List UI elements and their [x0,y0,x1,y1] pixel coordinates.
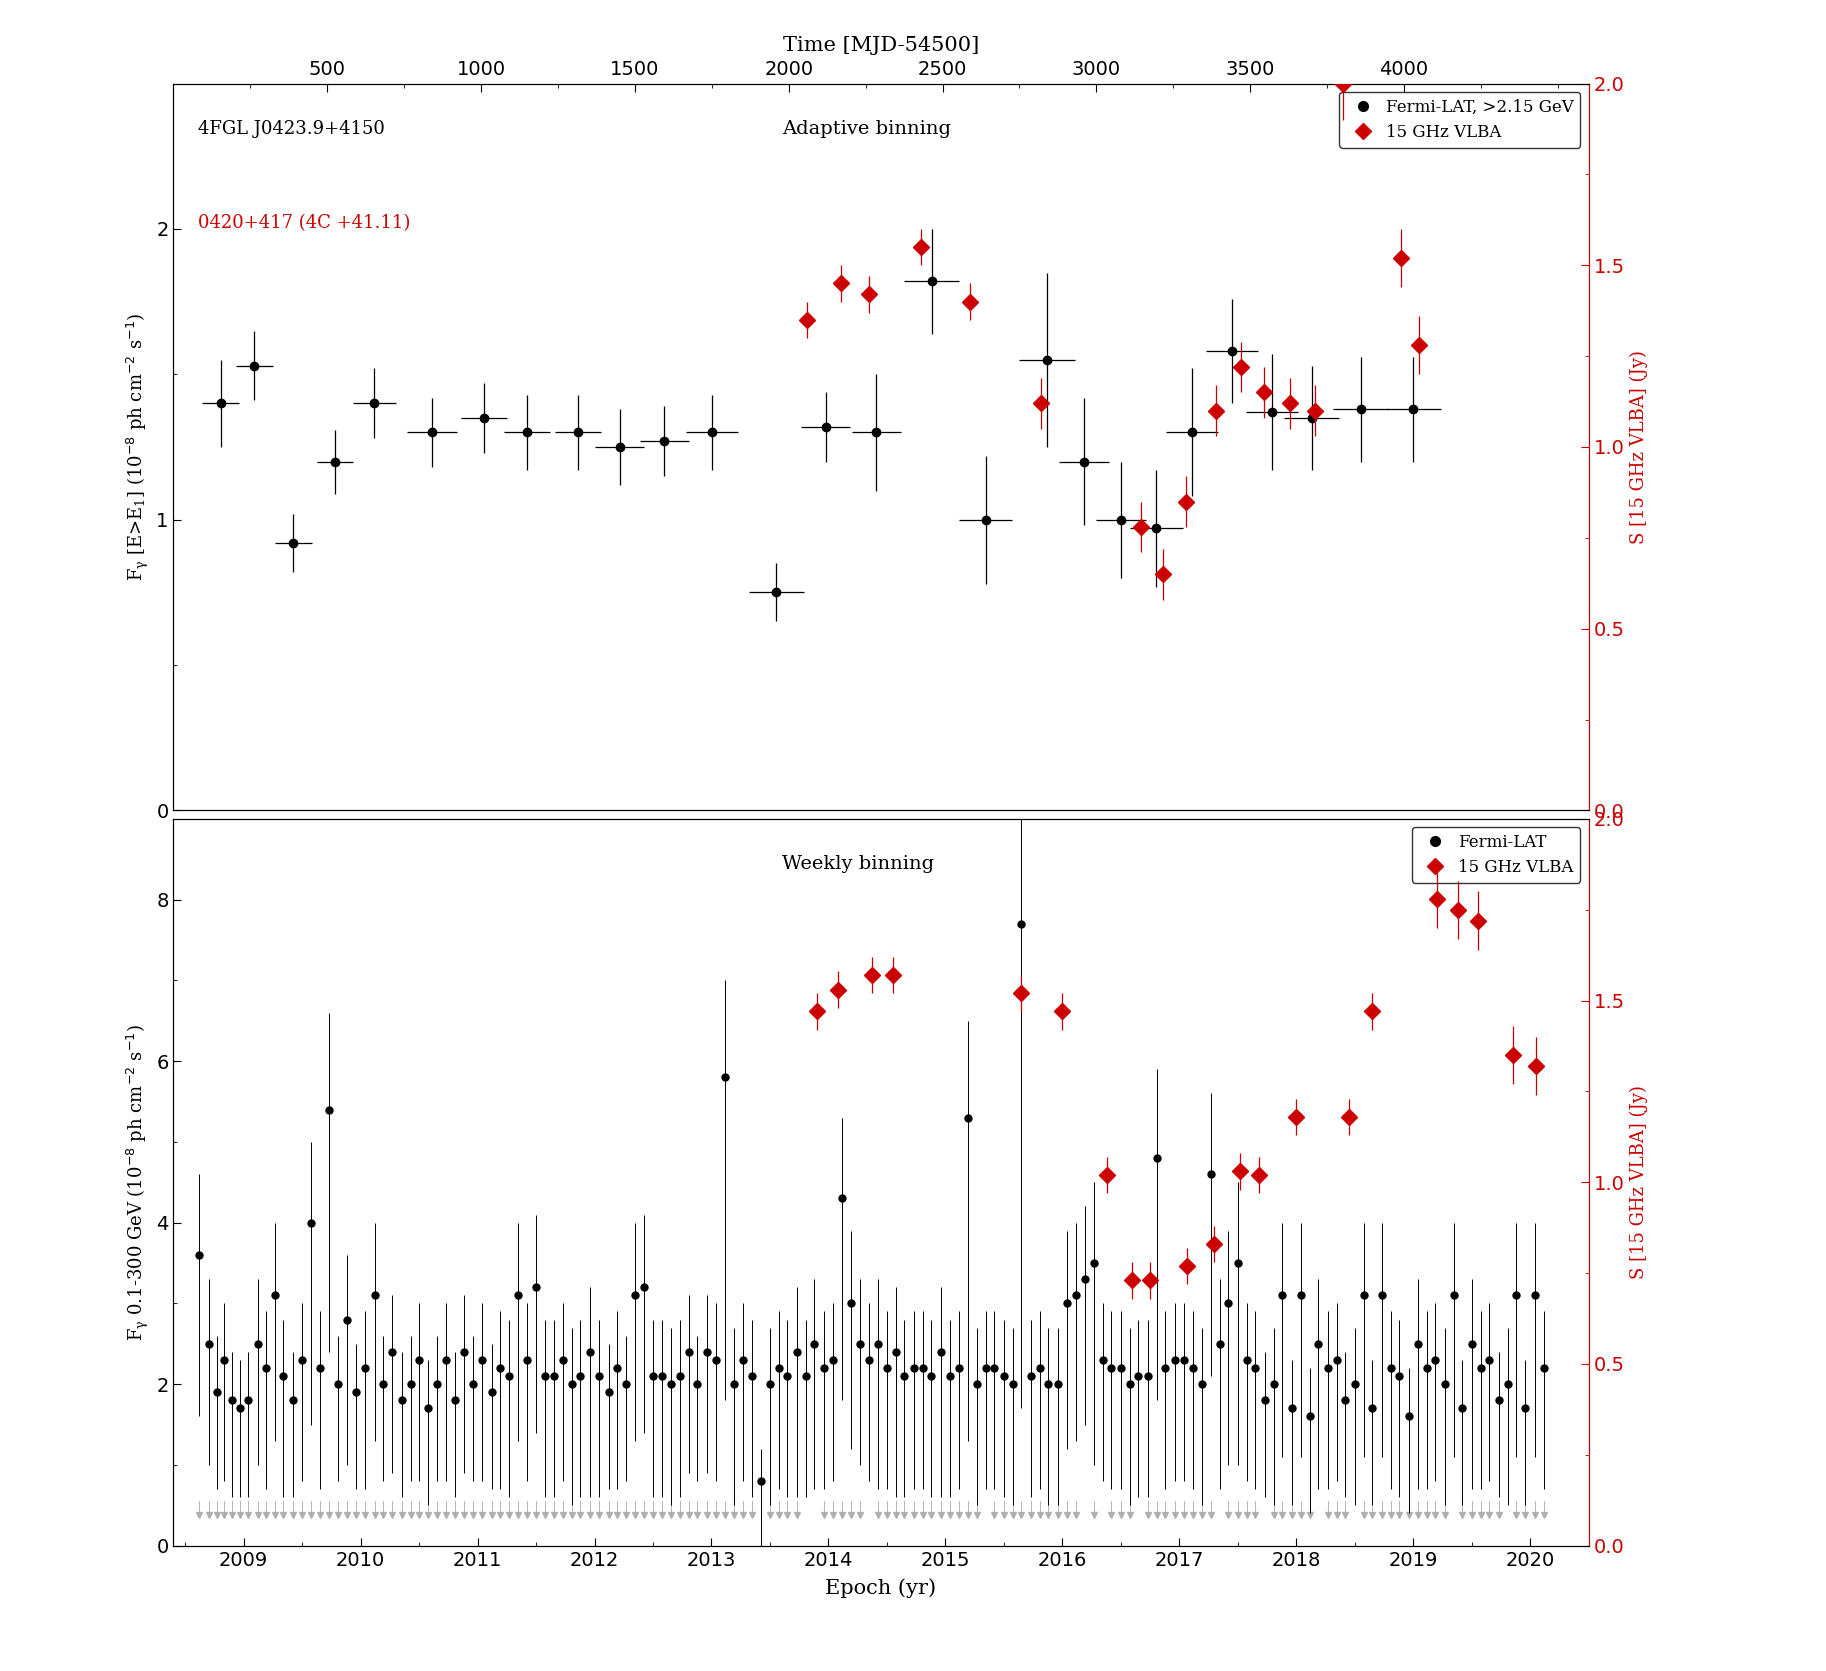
Y-axis label: S [15 GHz VLBA] (Jy): S [15 GHz VLBA] (Jy) [1631,1084,1649,1280]
X-axis label: Time [MJD-54500]: Time [MJD-54500] [783,37,979,55]
X-axis label: Epoch (yr): Epoch (yr) [825,1577,937,1597]
Text: 4FGL J0423.9+4150: 4FGL J0423.9+4150 [197,120,385,139]
Y-axis label: S [15 GHz VLBA] (Jy): S [15 GHz VLBA] (Jy) [1631,349,1649,545]
Text: Adaptive binning: Adaptive binning [782,120,951,139]
Legend: Fermi-LAT, >2.15 GeV, 15 GHz VLBA: Fermi-LAT, >2.15 GeV, 15 GHz VLBA [1338,92,1579,147]
Text: Weekly binning: Weekly binning [782,856,935,874]
Y-axis label: F$_\mathregular{\gamma}$ 0.1-300 GeV (10$^{-8}$ ph cm$^{-2}$ s$^{-1}$): F$_\mathregular{\gamma}$ 0.1-300 GeV (10… [124,1024,152,1340]
Text: 0420+417 (4C +41.11): 0420+417 (4C +41.11) [197,214,409,232]
Y-axis label: F$_\mathregular{\gamma}$ [E>E$_\mathregular{1}$] (10$^{-8}$ ph cm$^{-2}$ s$^{-1}: F$_\mathregular{\gamma}$ [E>E$_\mathregu… [124,312,152,582]
Legend: Fermi-LAT, 15 GHz VLBA: Fermi-LAT, 15 GHz VLBA [1411,827,1579,882]
